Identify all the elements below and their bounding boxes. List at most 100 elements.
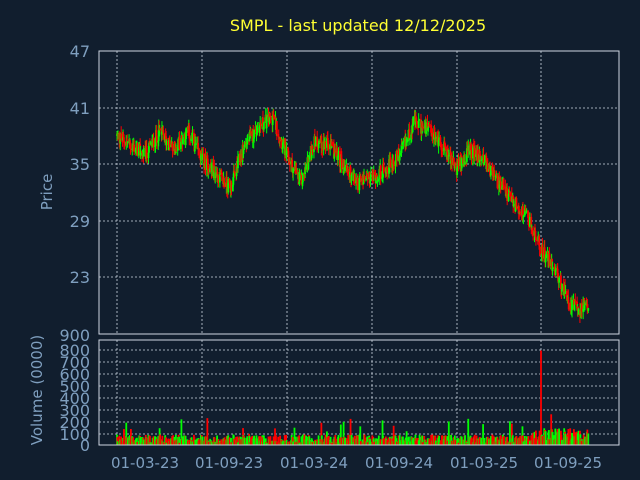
candle-body — [178, 138, 181, 150]
candle-body — [477, 149, 479, 163]
volume-bar — [331, 442, 333, 445]
price-candle — [159, 127, 161, 131]
candle-body — [308, 155, 311, 160]
price-candle — [567, 299, 570, 312]
candle-body — [191, 132, 194, 140]
candle-body — [157, 125, 160, 141]
volume-bar — [181, 436, 184, 445]
candle-body — [337, 151, 340, 156]
price-candle — [564, 285, 567, 295]
candle-body — [307, 157, 310, 170]
volume-bar — [490, 436, 492, 445]
volume-bar — [528, 441, 531, 445]
price-candle — [451, 151, 453, 172]
price-candle — [480, 155, 483, 166]
volume-bar — [168, 439, 171, 445]
volume-bar — [198, 439, 200, 445]
candle-body — [577, 309, 580, 311]
candle-body — [197, 143, 199, 149]
volume-bar — [314, 440, 317, 445]
date-tick-01-03-23: 01-03-23 — [111, 454, 179, 472]
volume-bar — [159, 434, 161, 445]
price-candle — [275, 120, 278, 141]
price-candle — [175, 146, 178, 153]
volume-bar — [381, 420, 384, 445]
volume-bar — [366, 442, 369, 445]
price-candle — [262, 121, 265, 132]
volume-bar — [482, 424, 484, 445]
volume-bar — [564, 433, 567, 445]
candle-body — [488, 169, 491, 172]
price-candle — [350, 172, 353, 186]
price-candle — [483, 154, 486, 164]
candle-body — [548, 252, 551, 266]
price-candle — [146, 148, 149, 164]
candle-body — [206, 158, 209, 173]
candle-body — [327, 145, 330, 150]
volume-bar — [277, 436, 280, 445]
volume-bar — [421, 442, 424, 445]
candle-body — [369, 180, 372, 182]
price-candle — [266, 108, 269, 122]
candle-body — [414, 115, 417, 118]
price-tick-41: 41 — [70, 99, 90, 118]
candle-body — [290, 161, 293, 165]
volume-bar — [240, 439, 243, 445]
candle-body — [528, 219, 530, 227]
candle-body — [433, 134, 436, 138]
candle-body — [541, 253, 544, 259]
volume-bar — [279, 435, 282, 445]
volume-bar — [402, 440, 405, 445]
volume-bar — [308, 436, 311, 445]
volume-bar — [447, 421, 450, 445]
candle-body — [516, 207, 518, 209]
price-candle — [201, 148, 204, 164]
candle-body — [201, 153, 204, 160]
candle-body — [318, 140, 320, 144]
volume-bar — [363, 434, 366, 445]
candle-body — [327, 143, 330, 146]
price-candle — [344, 160, 346, 173]
volume-bar — [441, 435, 444, 445]
price-candle — [379, 164, 382, 186]
candle-body — [467, 145, 470, 151]
price-candle — [269, 115, 272, 124]
price-candle — [301, 172, 304, 187]
candle-body — [233, 172, 236, 174]
volume-bar — [405, 431, 408, 445]
price-candle — [460, 157, 463, 172]
candle-body — [340, 158, 343, 170]
volume-bar — [561, 439, 564, 445]
price-candle — [522, 214, 525, 225]
candle-body — [155, 136, 158, 143]
price-candle — [197, 136, 199, 156]
price-candle — [587, 307, 590, 314]
price-candle — [509, 191, 512, 202]
volume-bar — [450, 434, 453, 445]
volume-bar — [146, 442, 149, 445]
price-candle — [528, 212, 531, 227]
candle-body — [571, 300, 573, 311]
candle-body — [265, 117, 268, 129]
volume-bar — [444, 435, 447, 445]
candle-body — [119, 140, 122, 144]
volume-bar — [519, 436, 522, 445]
candle-body — [313, 149, 315, 152]
candle-body — [148, 142, 150, 153]
volume-bar — [201, 436, 204, 445]
volume-bar — [123, 428, 125, 445]
candle-body — [332, 145, 335, 159]
candle-body — [366, 174, 369, 180]
volume-bar — [343, 436, 345, 445]
candle-body — [149, 142, 152, 145]
candle-body — [180, 142, 182, 150]
candle-body — [298, 172, 301, 181]
candle-body — [295, 168, 298, 175]
candle-body — [146, 155, 149, 158]
price-candle — [525, 208, 528, 213]
volume-bar — [272, 436, 275, 445]
volume-bar — [224, 439, 226, 445]
candle-body — [231, 184, 234, 192]
volume-bar — [375, 438, 377, 445]
price-candle — [467, 139, 470, 158]
